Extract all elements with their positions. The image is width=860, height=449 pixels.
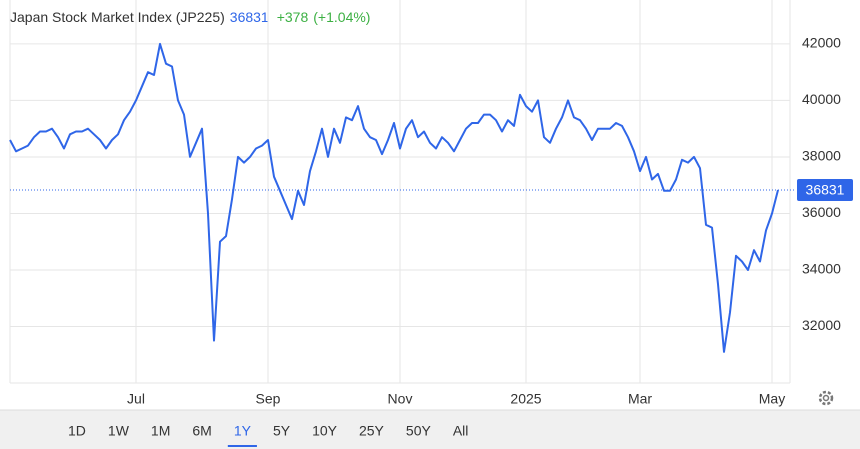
- x-tick-label: Mar: [628, 391, 652, 407]
- settings-icon[interactable]: [818, 390, 834, 406]
- change: +378: [277, 9, 309, 25]
- y-tick-label: 38000: [802, 148, 841, 164]
- range-button[interactable]: 10Y: [312, 423, 338, 439]
- range-button[interactable]: 1Y: [234, 423, 252, 439]
- x-tick-label: Nov: [388, 391, 413, 407]
- price-line: [9, 42, 779, 353]
- price-tag: [797, 178, 853, 201]
- x-tick-label: Sep: [256, 391, 281, 407]
- price-tag-label: 36831: [806, 182, 845, 198]
- range-button[interactable]: 1W: [108, 423, 130, 439]
- x-tick-label: May: [759, 391, 785, 407]
- range-bar: [0, 410, 860, 449]
- y-tick-label: 36000: [802, 204, 841, 220]
- range-button[interactable]: All: [453, 423, 469, 439]
- x-tick-label: Jul: [127, 391, 145, 407]
- y-tick-label: 34000: [802, 261, 841, 277]
- range-button[interactable]: 50Y: [406, 423, 432, 439]
- range-button[interactable]: 6M: [192, 423, 211, 439]
- range-button[interactable]: 5Y: [273, 423, 291, 439]
- change-percent: (+1.04%): [313, 9, 370, 25]
- range-button[interactable]: 1D: [68, 423, 86, 439]
- last-value: 36831: [230, 9, 269, 25]
- range-button[interactable]: 25Y: [359, 423, 385, 439]
- header: Japan Stock Market Index (JP225) 36831 +37…: [10, 9, 370, 25]
- y-tick-label: 42000: [802, 35, 841, 51]
- range-button[interactable]: 1M: [151, 423, 170, 439]
- x-tick-label: 2025: [510, 391, 541, 407]
- y-tick-label: 32000: [802, 317, 841, 333]
- y-tick-label: 40000: [802, 91, 841, 107]
- chart-title: Japan Stock Market Index (JP225): [10, 9, 225, 25]
